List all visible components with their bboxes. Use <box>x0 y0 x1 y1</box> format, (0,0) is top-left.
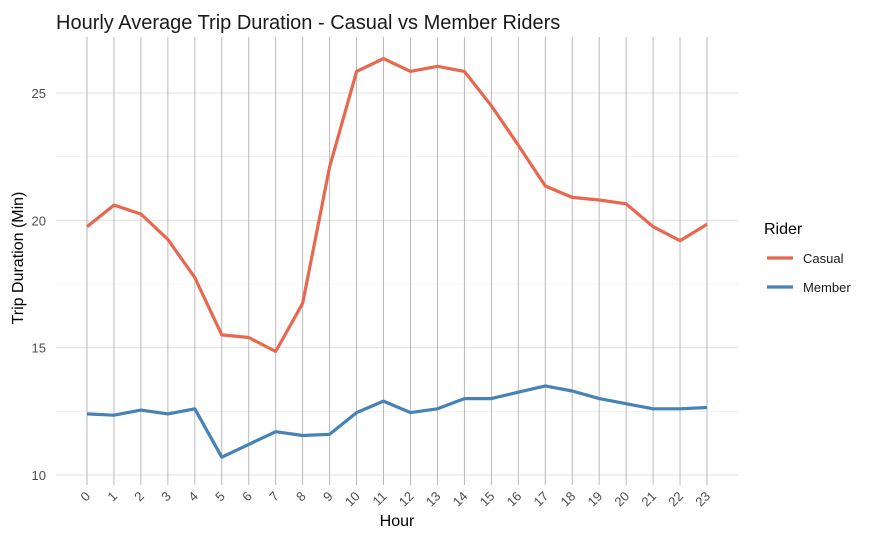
chart-title: Hourly Average Trip Duration - Casual vs… <box>56 12 560 34</box>
x-tick-label: 22 <box>665 489 686 510</box>
series-lines <box>86 56 708 459</box>
major-gridlines-x <box>86 37 708 485</box>
x-tick-label: 12 <box>396 489 417 510</box>
x-tick-label: 17 <box>531 489 552 510</box>
legend-label-member: Member <box>803 280 851 295</box>
y-tick-label: 25 <box>32 86 46 101</box>
x-tick-label: 13 <box>423 489 444 510</box>
x-tick-label: 8 <box>293 489 309 505</box>
x-tick-label: 18 <box>558 489 579 510</box>
x-axis-title: Hour <box>380 513 415 530</box>
legend: Rider Casual Member <box>764 221 851 295</box>
x-tick-label: 4 <box>185 489 201 505</box>
legend-title: Rider <box>764 221 803 238</box>
series-line-member <box>86 384 708 459</box>
x-tick-label: 14 <box>450 489 471 510</box>
plot-area <box>56 37 738 485</box>
x-tick-label: 7 <box>266 489 282 505</box>
x-tick-label: 23 <box>692 489 713 510</box>
x-tick-label: 10 <box>342 489 363 510</box>
x-tick-label: 19 <box>584 489 605 510</box>
x-axis-tick-labels: 0 1 2 3 4 5 6 7 8 9 10 11 12 13 14 15 16 17 18 19 20 21 22 23 <box>77 489 713 510</box>
minor-gridlines <box>56 156 738 412</box>
x-tick-label: 1 <box>104 489 120 505</box>
series-line-casual <box>86 56 708 354</box>
y-tick-label: 15 <box>32 341 46 356</box>
x-tick-label: 2 <box>131 489 147 505</box>
x-tick-label: 0 <box>77 489 93 505</box>
x-tick-label: 6 <box>239 489 255 505</box>
legend-items: Casual Member <box>767 251 851 295</box>
legend-label-casual: Casual <box>803 251 844 266</box>
x-tick-label: 20 <box>611 489 632 510</box>
y-axis-title: Trip Duration (Min) <box>10 192 27 325</box>
x-tick-label: 3 <box>158 489 174 505</box>
x-tick-label: 11 <box>369 489 389 509</box>
y-tick-label: 10 <box>32 468 46 483</box>
x-tick-label: 16 <box>504 489 525 510</box>
x-tick-label: 5 <box>212 489 228 505</box>
x-tick-label: 9 <box>320 489 336 505</box>
y-axis-tick-labels: 10 15 20 25 <box>32 86 46 483</box>
x-tick-label: 15 <box>477 489 498 510</box>
y-tick-label: 20 <box>32 213 46 228</box>
major-gridlines-y <box>56 92 738 476</box>
x-tick-label: 21 <box>638 489 659 510</box>
